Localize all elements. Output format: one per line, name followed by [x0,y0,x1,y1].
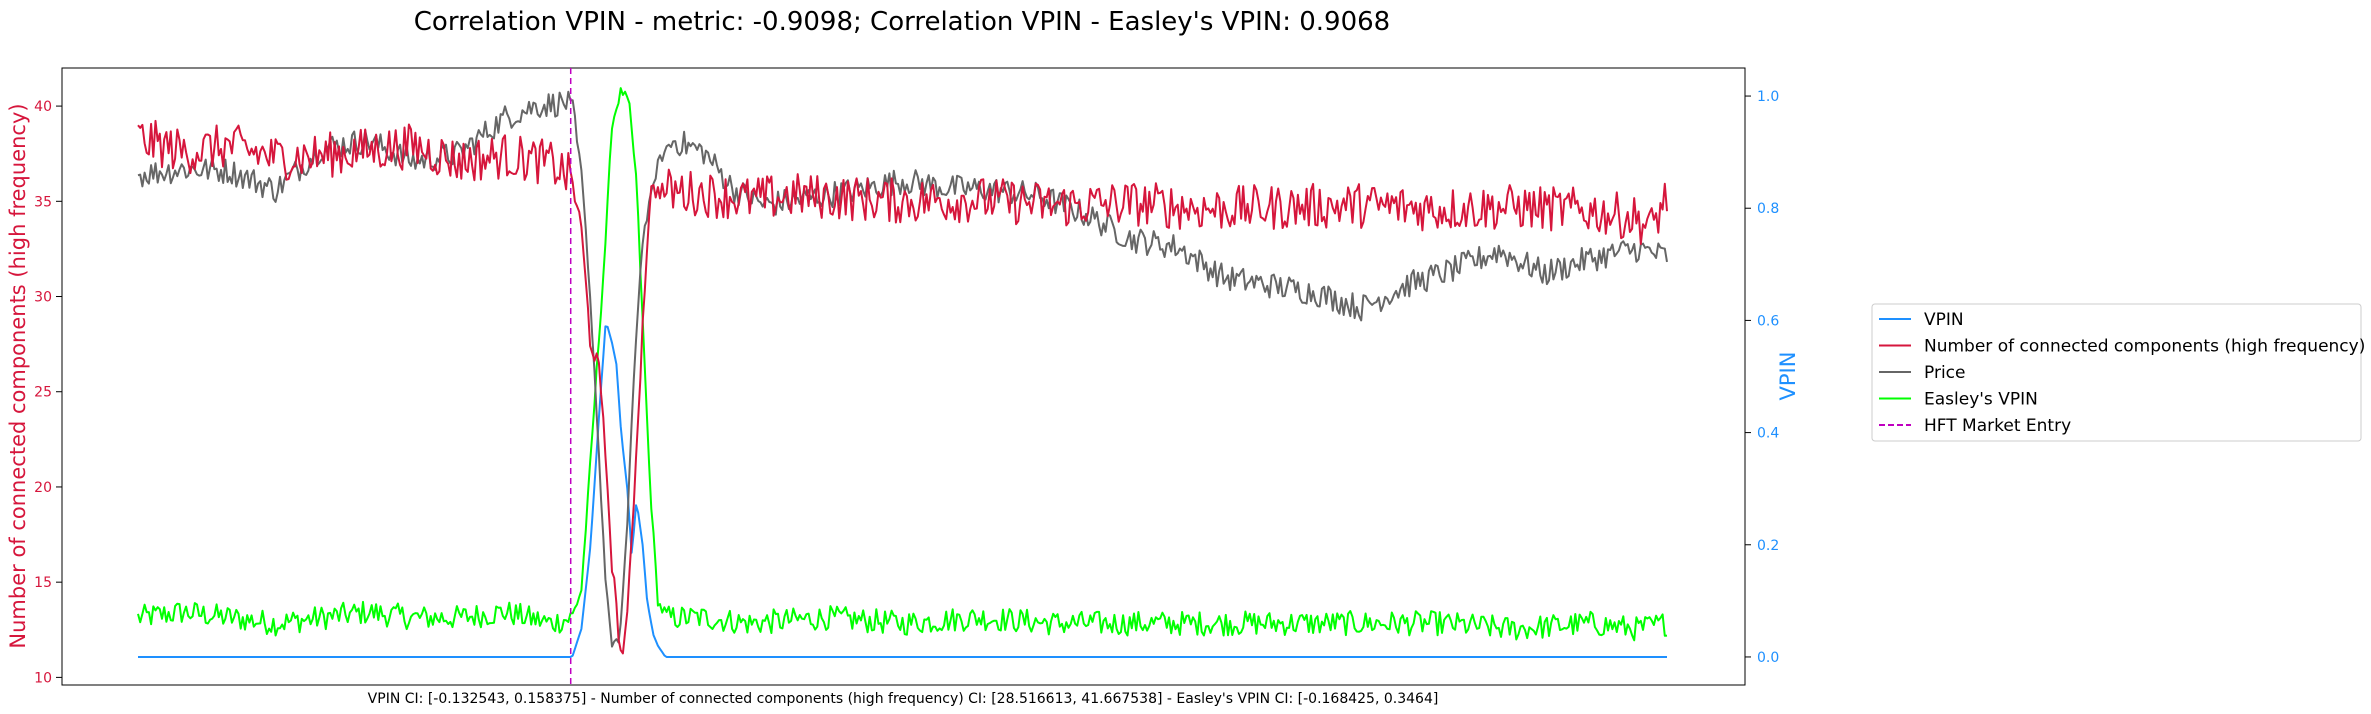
series-layer [137,87,1668,658]
right-tick-label: 0.8 [1757,201,1779,217]
legend-frame [1871,303,2362,442]
legend-label: Number of connected components (high fre… [1924,337,2365,357]
chart-title: Correlation VPIN - metric: -0.9098; Corr… [414,7,1390,37]
right-tick-label: 0.6 [1757,313,1779,329]
legend-label: VPIN [1924,310,1964,330]
left-tick-label: 25 [34,385,52,401]
left-tick-label: 10 [34,670,52,686]
legend-label: Price [1924,363,1965,383]
series-line-price [137,90,1668,648]
left-tick-label: 15 [34,575,52,591]
right-tick-label: 1.0 [1757,89,1779,105]
left-tick-label: 40 [34,99,52,115]
legend-label: HFT Market Entry [1924,416,2071,436]
legend: VPIN Number of connected components (high… [1871,303,2365,442]
series-line-easley-s-vpin [137,87,1668,642]
right-axis-ticks: 0.0 0.2 0.4 0.6 0.8 1.0 [1745,89,1779,666]
plot-area-frame [61,67,1746,686]
legend-label: Easley's VPIN [1924,390,2038,410]
left-axis-label: Number of connected components (high fre… [6,103,30,648]
left-tick-label: 20 [34,480,52,496]
chart-caption: VPIN CI: [-0.132543, 0.158375] - Number … [368,691,1439,707]
right-axis-label: VPIN [1776,352,1800,401]
left-tick-label: 30 [34,290,52,306]
series-line-vpin [138,325,1667,658]
left-tick-label: 35 [34,194,52,210]
right-tick-label: 0.4 [1757,426,1779,442]
left-axis-ticks: 10 15 20 25 30 35 40 [34,99,62,686]
right-tick-label: 0.0 [1757,650,1779,666]
right-tick-label: 0.2 [1757,538,1779,554]
series-line-number-of-connected-components-high-frequency [137,119,1668,655]
legend-items: VPIN Number of connected components (high… [1879,310,2365,436]
